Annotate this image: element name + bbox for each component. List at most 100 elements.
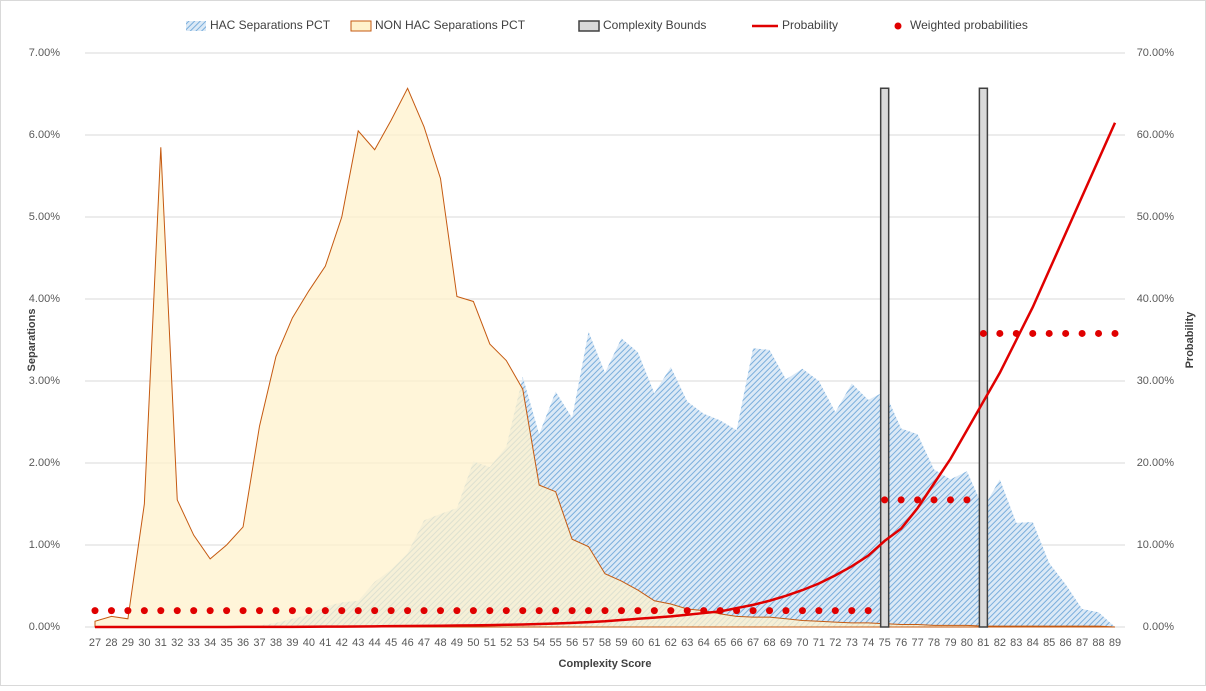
x-tick-label: 86 bbox=[1060, 637, 1072, 649]
x-tick-label: 46 bbox=[401, 637, 413, 649]
x-tick-label: 67 bbox=[747, 637, 759, 649]
area bbox=[95, 331, 1115, 627]
dot bbox=[107, 607, 115, 615]
dot bbox=[963, 496, 971, 504]
dot bbox=[881, 496, 889, 504]
x-tick-label: 44 bbox=[369, 637, 381, 649]
x-tick-label: 81 bbox=[977, 637, 989, 649]
dot bbox=[979, 329, 987, 337]
x-tick-label: 32 bbox=[171, 637, 183, 649]
x-tick-label: 51 bbox=[484, 637, 496, 649]
y2-tick-label: 0.00% bbox=[1143, 621, 1174, 633]
dot bbox=[140, 607, 148, 615]
dot bbox=[206, 607, 214, 615]
legend-label: NON HAC Separations PCT bbox=[375, 18, 526, 32]
dot bbox=[617, 607, 625, 615]
y2-tick-label: 50.00% bbox=[1137, 211, 1175, 223]
x-tick-label: 57 bbox=[582, 637, 594, 649]
dot bbox=[716, 607, 724, 615]
x-tick-label: 30 bbox=[138, 637, 150, 649]
y-tick-label: 6.00% bbox=[29, 129, 60, 141]
dot bbox=[585, 607, 593, 615]
dot bbox=[749, 607, 757, 615]
dot bbox=[1012, 329, 1020, 337]
dot bbox=[436, 607, 444, 615]
x-tick-label: 42 bbox=[336, 637, 348, 649]
y-axis-title: Separations bbox=[26, 309, 38, 372]
x-tick-label: 68 bbox=[763, 637, 775, 649]
dot bbox=[502, 607, 510, 615]
y-tick-label: 2.00% bbox=[29, 457, 60, 469]
dot bbox=[667, 607, 675, 615]
x-tick-label: 73 bbox=[846, 637, 858, 649]
x-tick-label: 74 bbox=[862, 637, 874, 649]
dot bbox=[239, 607, 247, 615]
y2-tick-label: 40.00% bbox=[1137, 293, 1175, 305]
dot bbox=[91, 607, 99, 615]
x-tick-label: 80 bbox=[961, 637, 973, 649]
bar bbox=[879, 87, 890, 628]
legend-swatch bbox=[350, 20, 372, 32]
dot bbox=[683, 607, 691, 615]
dot bbox=[173, 607, 181, 615]
x-tick-label: 65 bbox=[714, 637, 726, 649]
y-tick-label: 3.00% bbox=[29, 375, 60, 387]
dot bbox=[288, 607, 296, 615]
dot bbox=[1078, 329, 1086, 337]
x-tick-label: 79 bbox=[944, 637, 956, 649]
dot bbox=[831, 607, 839, 615]
x-tick-label: 28 bbox=[105, 637, 117, 649]
x-tick-label: 55 bbox=[550, 637, 562, 649]
dot bbox=[996, 329, 1004, 337]
y-tick-label: 0.00% bbox=[29, 621, 60, 633]
x-tick-label: 66 bbox=[730, 637, 742, 649]
x-tick-label: 49 bbox=[451, 637, 463, 649]
x-tick-label: 27 bbox=[89, 637, 101, 649]
bar bbox=[978, 87, 989, 628]
x-tick-label: 87 bbox=[1076, 637, 1088, 649]
line bbox=[95, 122, 1117, 629]
dot bbox=[486, 607, 494, 615]
dot bbox=[700, 607, 708, 615]
x-tick-label: 33 bbox=[188, 637, 200, 649]
dot bbox=[1095, 329, 1103, 337]
x-tick-label: 69 bbox=[780, 637, 792, 649]
dot bbox=[634, 607, 642, 615]
x-tick-label: 75 bbox=[879, 637, 891, 649]
dot bbox=[535, 607, 543, 615]
x-tick-label: 88 bbox=[1092, 637, 1104, 649]
dot bbox=[568, 607, 576, 615]
dot bbox=[815, 607, 823, 615]
area bbox=[94, 87, 1116, 628]
dot bbox=[601, 607, 609, 615]
dot bbox=[733, 607, 741, 615]
x-tick-label: 40 bbox=[303, 637, 315, 649]
dot bbox=[354, 607, 362, 615]
x-axis-title: Complexity Score bbox=[559, 658, 652, 670]
dot bbox=[1062, 329, 1070, 337]
y2-tick-label: 30.00% bbox=[1137, 375, 1175, 387]
dot bbox=[1045, 329, 1053, 337]
dot bbox=[650, 607, 658, 615]
x-tick-label: 47 bbox=[418, 637, 430, 649]
dot bbox=[782, 607, 790, 615]
x-tick-label: 36 bbox=[237, 637, 249, 649]
y2-tick-label: 10.00% bbox=[1137, 539, 1175, 551]
x-tick-label: 76 bbox=[895, 637, 907, 649]
dot bbox=[272, 607, 280, 615]
dot bbox=[914, 496, 922, 504]
x-tick-label: 82 bbox=[994, 637, 1006, 649]
x-tick-label: 45 bbox=[385, 637, 397, 649]
legend-swatch bbox=[894, 22, 902, 30]
x-tick-label: 41 bbox=[319, 637, 331, 649]
dot bbox=[157, 607, 165, 615]
x-tick-label: 48 bbox=[434, 637, 446, 649]
x-tick-label: 89 bbox=[1109, 637, 1121, 649]
dot bbox=[338, 607, 346, 615]
dot bbox=[469, 607, 477, 615]
legend-label: Probability bbox=[782, 18, 838, 32]
x-tick-label: 29 bbox=[122, 637, 134, 649]
x-tick-label: 56 bbox=[566, 637, 578, 649]
dot bbox=[1029, 329, 1037, 337]
x-tick-label: 61 bbox=[648, 637, 660, 649]
